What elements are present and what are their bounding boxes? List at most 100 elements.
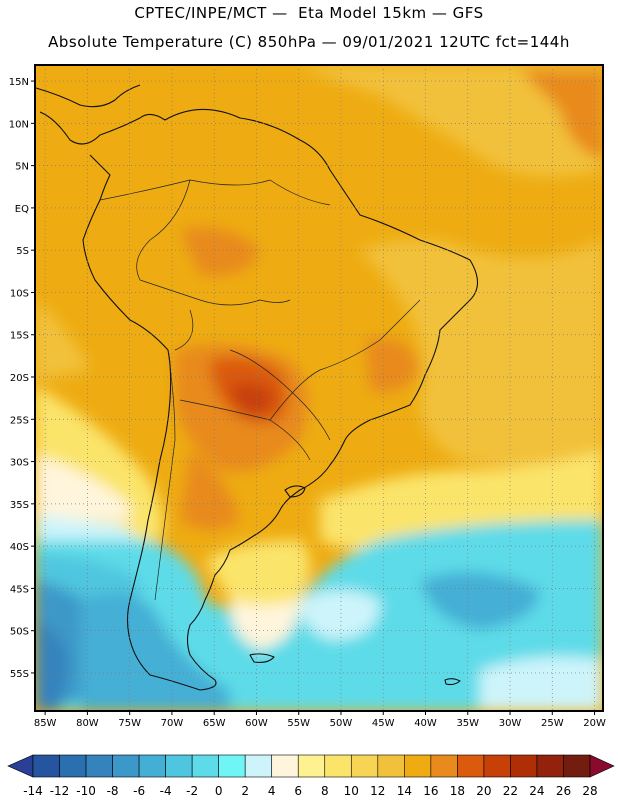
colorbar-swatch xyxy=(165,754,193,778)
lon-tick-label: 45W xyxy=(372,718,395,729)
field-22-24-core xyxy=(230,382,275,415)
lon-tick-label: 65W xyxy=(203,718,226,729)
lon-tick-label: 25W xyxy=(541,718,564,729)
colorbar-swatch xyxy=(244,754,273,778)
colorbar: -14 -12 -10 -8 -6 -4 -2 0 2 4 6 8 10 12 14 16 18 20 22 24 26… xyxy=(7,754,615,798)
colorbar-swatch xyxy=(430,754,458,778)
border-colombia-peru xyxy=(136,179,191,281)
field-18-20-amazon xyxy=(180,227,260,276)
field-18-20-argentina xyxy=(180,450,240,530)
field-6-8-patch xyxy=(230,595,300,650)
border-argentina xyxy=(179,399,311,461)
chart-subtitle: Absolute Temperature (C) 850hPa — 09/01/… xyxy=(48,33,570,51)
colorbar-label: -4 xyxy=(160,784,172,798)
colorbar-label: 22 xyxy=(503,784,518,798)
field-10-12-atlantic xyxy=(320,450,603,550)
lon-tick-label: 50W xyxy=(330,718,353,729)
colorbar-swatch xyxy=(483,754,511,778)
field-18-20-caribbean xyxy=(520,70,603,160)
lat-tick-label: 15N xyxy=(9,77,29,88)
field-14-16-north xyxy=(35,65,603,177)
colorbar-label: -10 xyxy=(76,784,96,798)
lagoa-dos-patos xyxy=(284,485,306,498)
colorbar-swatch xyxy=(85,754,113,778)
colorbar-arrow-high xyxy=(589,754,615,778)
lon-tick-label: 75W xyxy=(118,718,141,729)
map-frame xyxy=(34,64,604,712)
border-brazil-states xyxy=(269,299,421,421)
colorbar-label: 0 xyxy=(215,784,223,798)
colorbar-label: 28 xyxy=(582,784,597,798)
colorbar-label: 26 xyxy=(556,784,571,798)
lat-tick-label: 20S xyxy=(10,373,29,384)
lon-tick-label: 80W xyxy=(76,718,99,729)
colorbar-swatch xyxy=(271,754,299,778)
lat-tick-label: 25S xyxy=(10,415,29,426)
temperature-field xyxy=(35,65,603,711)
lat-tick-label: 50S xyxy=(10,627,29,638)
colorbar-label: -2 xyxy=(186,784,198,798)
colorbar-swatch xyxy=(404,754,432,778)
colorbar-label: 4 xyxy=(268,784,276,798)
lon-tick-label: 55W xyxy=(287,718,310,729)
chart-title: CPTEC/INPE/MCT — Eta Model 15km — GFS xyxy=(134,4,484,22)
colorbar-swatch xyxy=(218,754,246,778)
lat-tick-label: 15S xyxy=(10,331,29,342)
lat-tick-label: 35S xyxy=(10,500,29,511)
colorbar-swatch xyxy=(536,754,564,778)
lon-tick-label: 30W xyxy=(499,718,522,729)
lat-tick-label: 55S xyxy=(10,669,29,680)
colorbar-swatch xyxy=(324,754,352,778)
colorbar-swatch xyxy=(138,754,166,778)
colorbar-swatch xyxy=(59,754,87,778)
lon-tick-label: 20W xyxy=(583,718,606,729)
lon-tick-label: 40W xyxy=(414,718,437,729)
lat-tick-label: 10N xyxy=(9,119,29,130)
colorbar-swatch xyxy=(350,754,379,778)
lon-tick-label: 70W xyxy=(161,718,184,729)
field-minus8-minus6 xyxy=(35,620,70,711)
south-georgia xyxy=(444,678,461,686)
central-america-coast xyxy=(35,84,141,108)
lat-tick-label: EQ xyxy=(15,204,29,215)
colorbar-swatch xyxy=(32,754,60,778)
colorbar-label: 20 xyxy=(476,784,491,798)
falkland-islands xyxy=(249,653,275,663)
colorbar-label: 8 xyxy=(321,784,329,798)
border-north xyxy=(99,179,331,206)
colorbar-swatch xyxy=(377,754,405,778)
colorbar-label: 2 xyxy=(241,784,249,798)
field-4-6-patch xyxy=(300,590,380,640)
colorbar-swatch xyxy=(112,754,140,778)
colorbar-swatch xyxy=(191,754,219,778)
field-14-16-pacific xyxy=(35,300,90,380)
field-10-12-patch xyxy=(205,540,310,605)
country-borders xyxy=(99,179,421,601)
colorbar-swatch xyxy=(457,754,485,778)
lat-tick-label: 30S xyxy=(10,458,29,469)
colorbar-swatch xyxy=(563,754,591,778)
lat-tick-label: 45S xyxy=(10,584,29,595)
colorbar-label: 16 xyxy=(423,784,438,798)
lat-tick-label: 5N xyxy=(15,162,29,173)
colorbar-label: -6 xyxy=(133,784,145,798)
colorbar-label: 24 xyxy=(529,784,544,798)
lon-tick-label: 85W xyxy=(34,718,57,729)
colorbar-label: 10 xyxy=(344,784,359,798)
field-minus4-minus2-patch xyxy=(420,572,540,630)
colorbar-label: -12 xyxy=(50,784,70,798)
lat-tick-label: 10S xyxy=(10,288,29,299)
border-peru-brazil xyxy=(139,279,291,306)
field-4-6-southeast xyxy=(480,656,603,711)
latitude-axis: 15N 10N 5N EQ 5S 10S 15S 20S 25S 30S 35S 40S 45S 50S 5… xyxy=(9,77,35,680)
lon-tick-label: 60W xyxy=(245,718,268,729)
colorbar-label: -14 xyxy=(23,784,43,798)
border-paraguay-brazil xyxy=(229,349,331,441)
longitude-axis: 85W 80W 75W 70W 65W 60W 55W 50W 45W 40W 35W 30W 25W 2… xyxy=(34,711,606,729)
lon-tick-label: 35W xyxy=(456,718,479,729)
field-minus4-minus2 xyxy=(80,593,230,711)
south-america-coast xyxy=(39,108,479,691)
graticule xyxy=(35,65,603,711)
colorbar-label: 12 xyxy=(370,784,385,798)
